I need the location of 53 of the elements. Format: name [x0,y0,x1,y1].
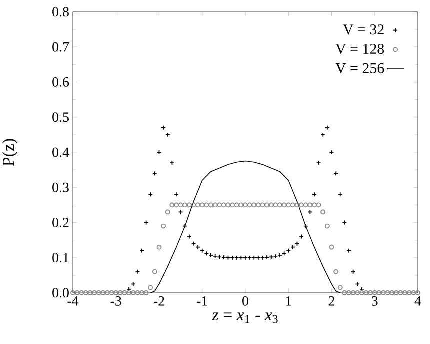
point [282,251,287,256]
point [290,244,296,250]
point [165,132,170,138]
point [338,192,343,198]
legend-label: V = 32 [343,24,384,35]
x-tick-label: -3 [110,296,122,306]
point [174,192,179,198]
point [252,255,257,260]
y-tick-label: 0.5 [52,112,69,122]
point [256,255,261,260]
y-tick-label: 0.0 [52,288,69,298]
x-axis-title: z = x$_{1}$ - x$_{3}$ [212,312,278,324]
point [170,160,175,166]
point [320,132,326,138]
point [152,171,158,176]
point [346,248,352,254]
y-tick-label: 0.4 [52,148,70,158]
x-tick-label: -2 [154,296,164,306]
point [312,192,317,198]
point [234,255,240,260]
point [324,125,330,130]
point [247,255,252,260]
point [230,255,236,260]
x-tick-label: -4 [68,296,79,306]
point [264,255,270,260]
x-tick-label: 0 [242,296,248,306]
x-tick-label: 2 [328,296,334,306]
point [148,192,154,198]
point [268,254,274,260]
point [273,254,278,259]
y-tick-label: 0.6 [52,78,70,87]
y-tick-label: 0.8 [52,7,69,17]
y-axis-title: P(z) [2,139,18,166]
y-tick-label: 0.7 [52,42,70,52]
point [238,255,244,260]
point [140,248,144,254]
x-tick-label: -1 [197,296,208,306]
x-tick-label: 1 [286,296,292,306]
legend-label: V = 128 [336,44,384,54]
y-tick-label: 0.2 [52,218,69,228]
point [316,160,322,166]
x-tick-label: 3 [372,296,378,306]
y-tick-label: 0.3 [52,182,69,192]
y-tick-label: 0.1 [52,253,69,263]
point [350,269,356,274]
point [334,171,339,176]
point [161,125,166,130]
legend-label: V = 256 [336,63,384,74]
x-tick-label: 4 [414,296,422,306]
point [286,248,292,254]
point [278,252,282,258]
point [243,255,248,260]
point [135,269,140,274]
